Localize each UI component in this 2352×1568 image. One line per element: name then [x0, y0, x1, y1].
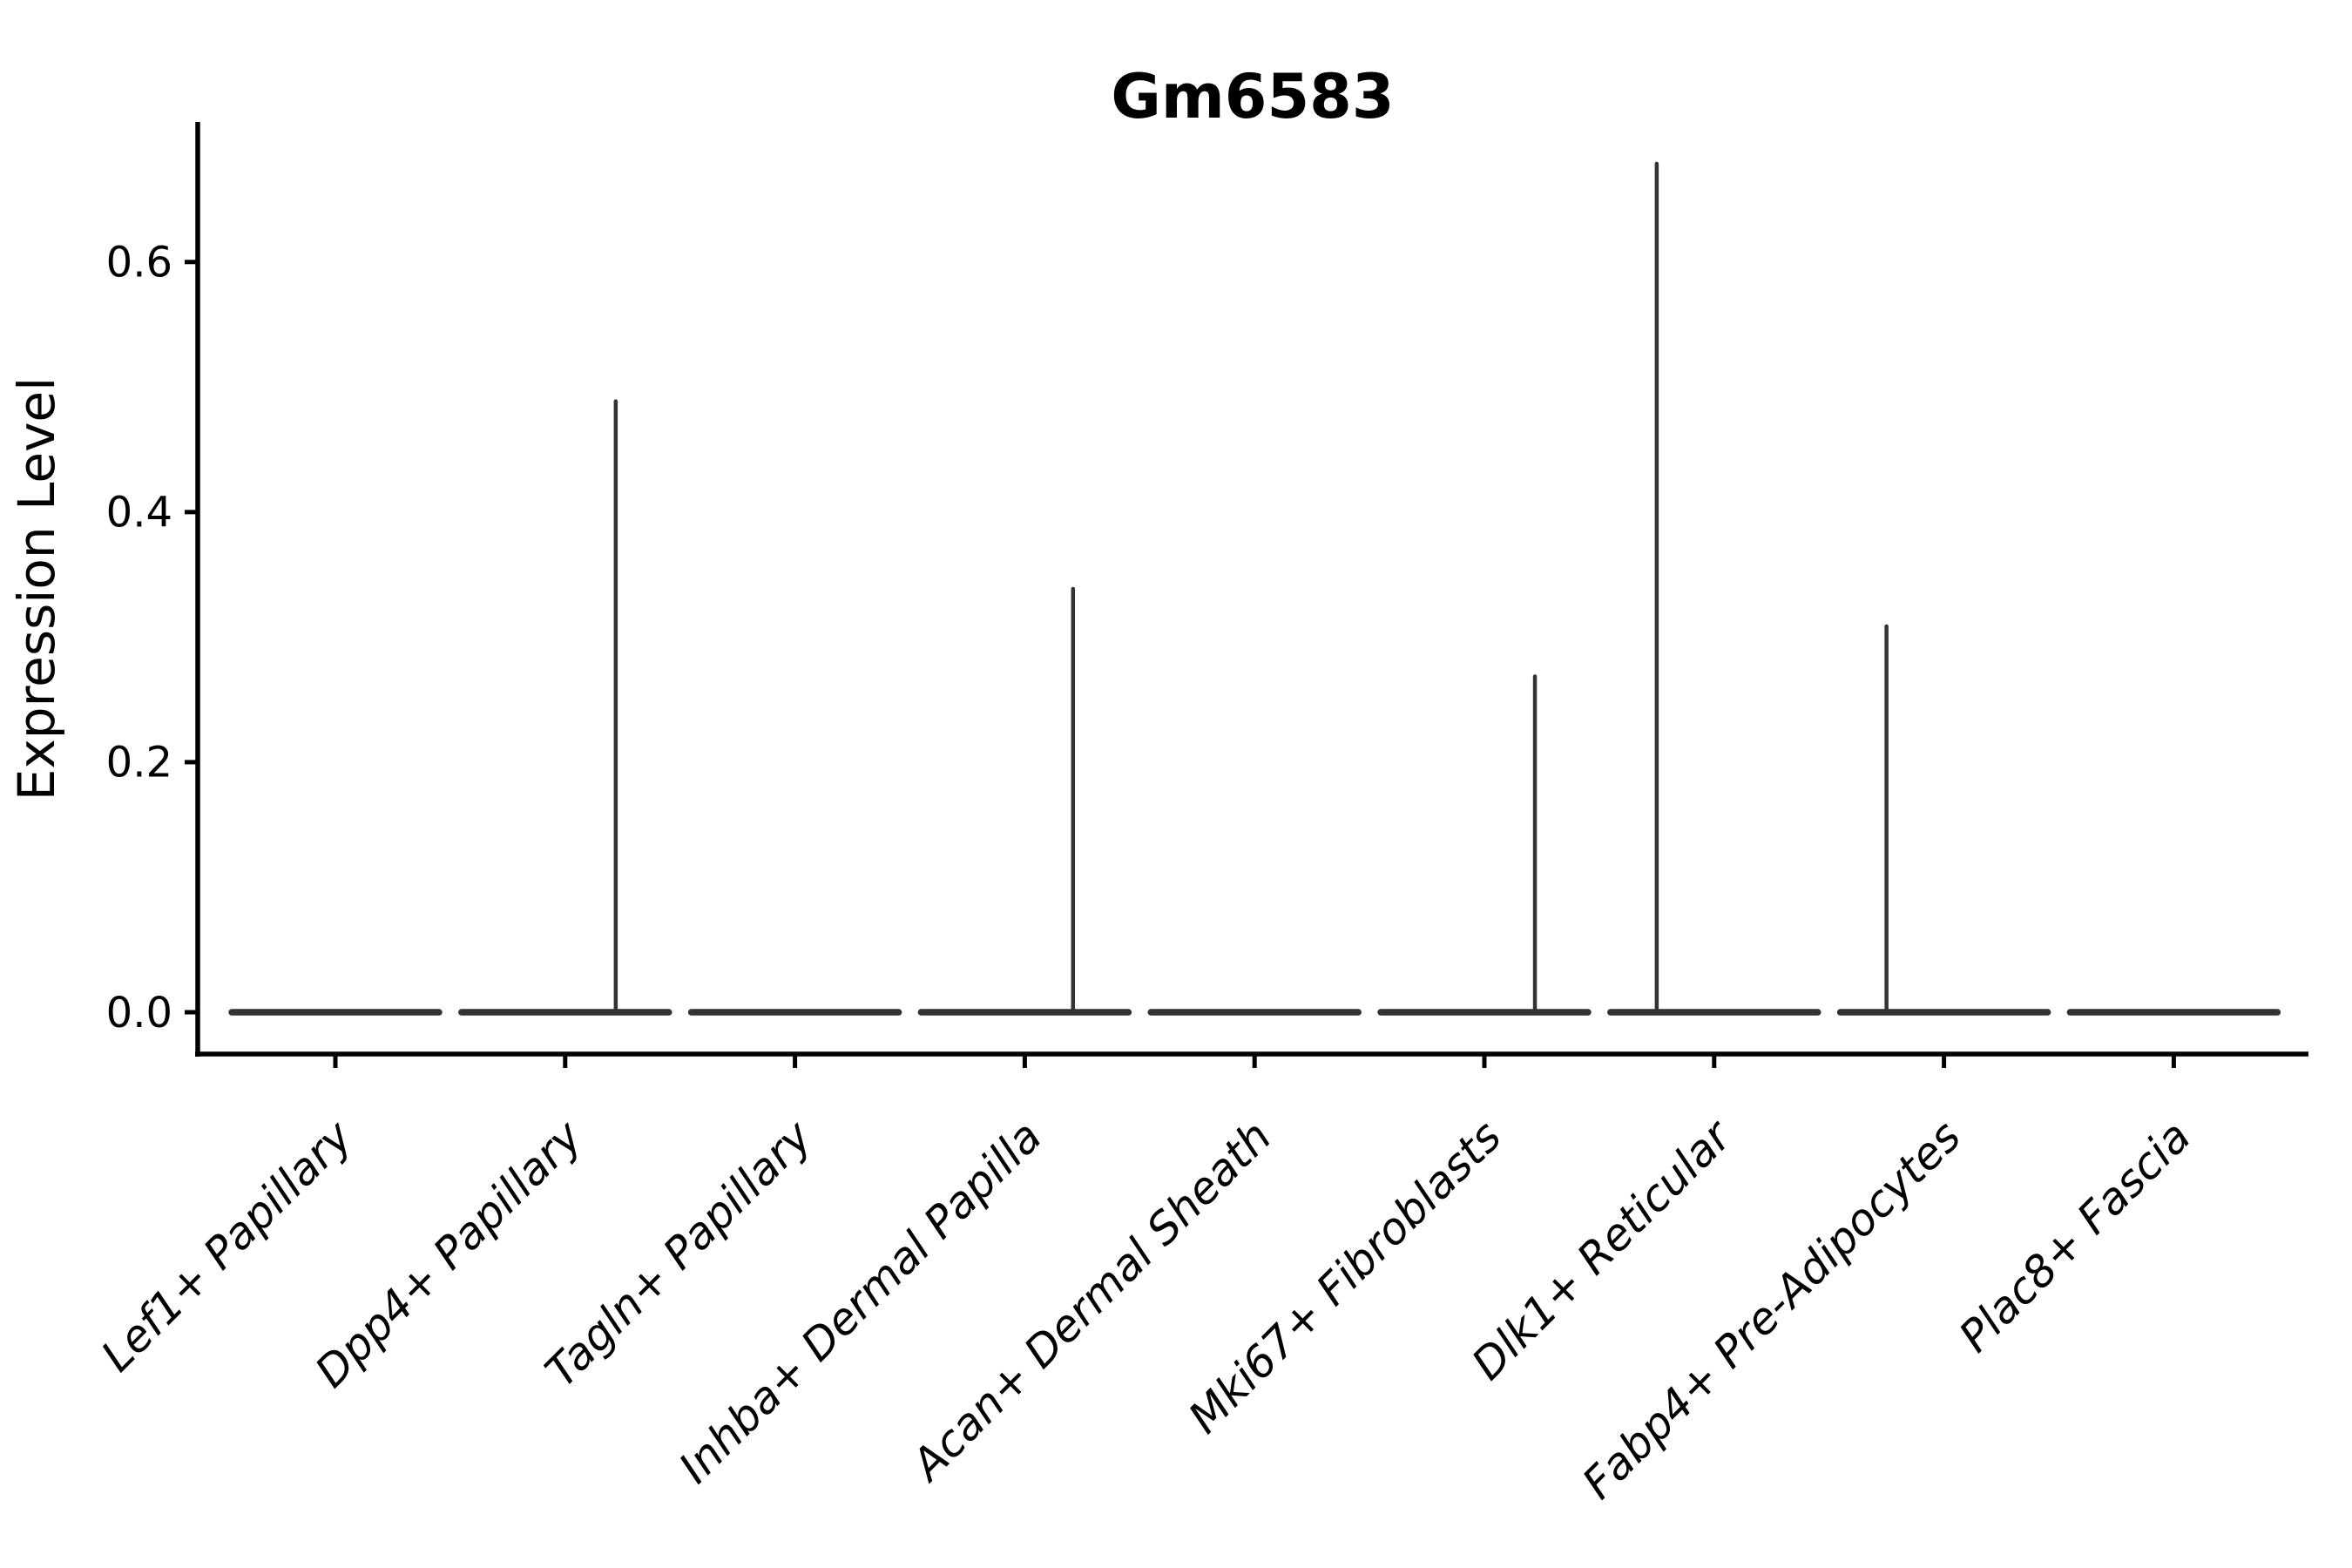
violins-layer [228, 161, 2281, 1016]
x-tick-label-lef1-papillary: Lef1+ Papillary [91, 1110, 362, 1381]
y-tick-label-0.4: 0.4 [106, 489, 172, 537]
x-tick-label-inhba-dermal-papilla: Inhba+ Dermal Papilla [669, 1111, 1051, 1492]
y-tick-label-0.2: 0.2 [106, 739, 172, 787]
y-axis-label: Expression Level [7, 377, 66, 801]
y-tick-label-0.0: 0.0 [106, 989, 172, 1037]
y-tick-labels-layer: 0.0 0.2 0.4 0.6 [106, 239, 198, 1037]
axes-layer [195, 122, 2308, 1057]
y-tick-label-0.6: 0.6 [106, 239, 172, 287]
x-tick-label-plac8-fascia: Plac8+ Fascia [1950, 1111, 2200, 1362]
x-tick-label-fabp4-pre-adipocytes: Fabp4+ Pre-Adipocytes [1573, 1111, 1971, 1509]
chart-title: Gm6583 [1111, 61, 1394, 132]
